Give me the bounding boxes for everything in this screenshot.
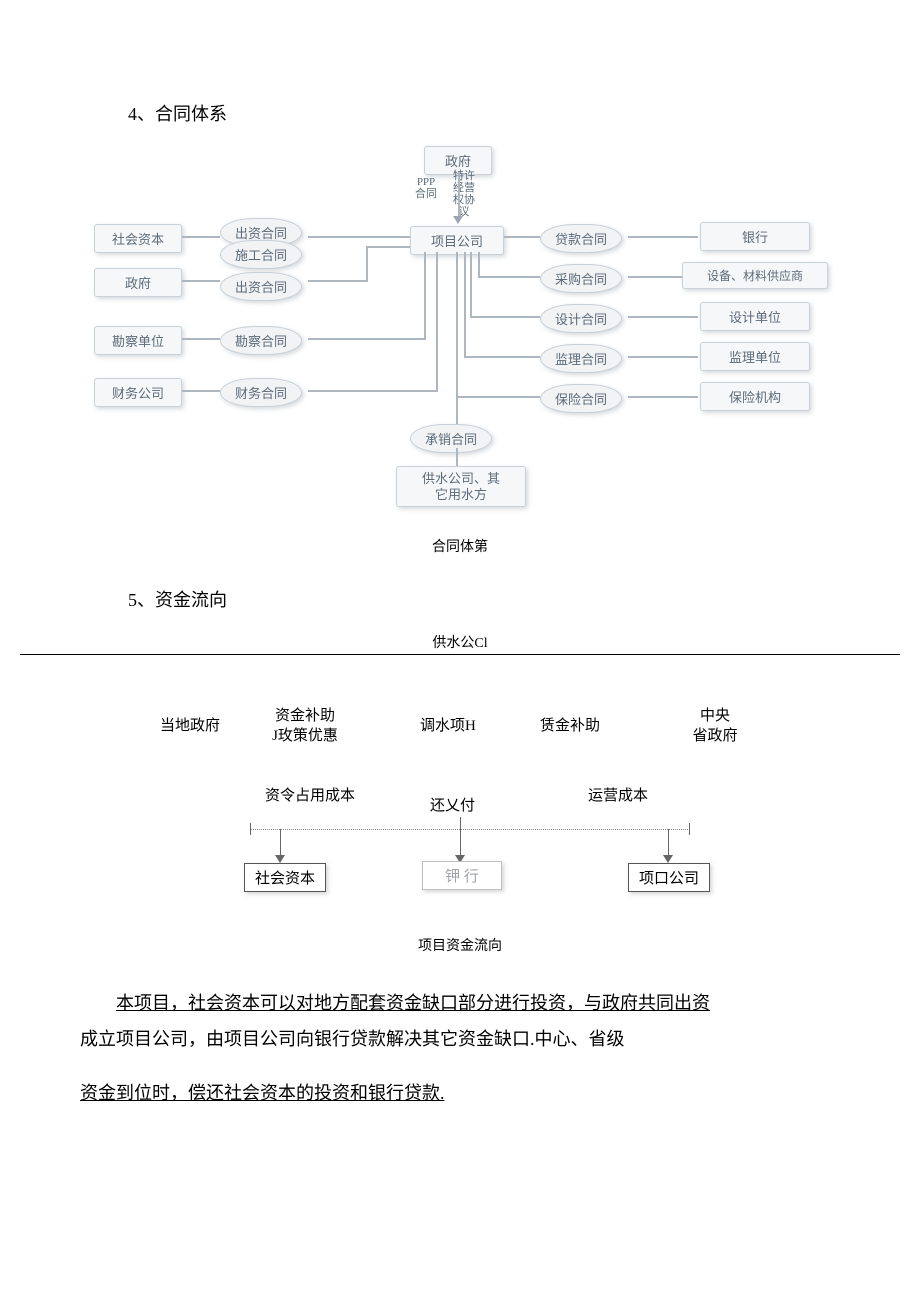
contract-design: 设计合同: [540, 304, 622, 333]
node-finance-co: 财务公司: [94, 378, 182, 407]
node-supervise: 监理单位: [700, 342, 810, 371]
contract-survey: 勘察合同: [220, 326, 302, 355]
node-design: 设计单位: [700, 302, 810, 331]
paragraph-1: 本项目，社会资本可以对地方配套资金缺口部分进行投资，与政府共同出资 成立项目公司…: [20, 985, 900, 1057]
node-insurer: 保险机构: [700, 382, 810, 411]
fund-box-social: 社会资本: [244, 863, 326, 892]
fund-cost1: 资令占用成本: [265, 787, 355, 807]
fund-cost2: 运营成本: [588, 787, 648, 807]
contract-caption: 合同体第: [20, 536, 900, 556]
fund-box-proj-co: 项口公司: [628, 863, 710, 892]
node-supplier: 设备、材料供应商: [682, 262, 828, 289]
contract-supervise: 监理合同: [540, 344, 622, 373]
contract-finance: 财务合同: [220, 378, 302, 407]
fund-local-gov: 当地政府: [160, 717, 220, 737]
paragraph-2: 资金到位时，偿还社会资本的投资和银行贷款.: [20, 1075, 900, 1111]
contract-system-diagram: 政府 PPP合同 特许经营权协议 项目公司 社会资本 政府 勘察单位 财务公司 …: [80, 146, 840, 516]
fund-dotted-line: [250, 829, 690, 830]
node-bank: 银行: [700, 222, 810, 251]
section-5-title: 5、资金流向: [20, 586, 900, 612]
node-survey-unit: 勘察单位: [94, 326, 182, 355]
node-project-company: 项目公司: [410, 226, 504, 255]
fund-flow-diagram: 当地政府 资金补助J玫策优惠 调水项H 赁金补助 中央省政府 资令占用成本 还乂…: [120, 695, 800, 925]
label-ppp-left: PPP合同: [410, 176, 442, 200]
fund-top-rule: [20, 654, 900, 655]
label-ppp-right: 特许经营权协议: [448, 170, 480, 218]
fund-caption: 项目资金流向: [20, 935, 900, 955]
fund-box-bank: 钾 行: [422, 861, 502, 890]
node-water-company: 供水公司、其它用水方: [396, 466, 526, 507]
section-4-title: 4、合同体系: [20, 100, 900, 126]
node-gov-left: 政府: [94, 268, 182, 297]
fund-subsidy-left: 资金补助J玫策优惠: [250, 707, 360, 746]
contract-loan: 贷款合同: [540, 224, 622, 253]
node-social-capital: 社会资本: [94, 224, 182, 253]
contract-sales: 承销合同: [410, 424, 492, 453]
contract-insure: 保险合同: [540, 384, 622, 413]
fund-project-h: 调水项H: [420, 717, 476, 737]
fund-repay: 还乂付: [430, 797, 475, 817]
contract-construct: 施工合同: [220, 240, 302, 269]
contract-invest-2: 出资合同: [220, 272, 302, 301]
contract-procure: 采购合同: [540, 264, 622, 293]
fund-subsidy-right: 赁金补助: [540, 717, 600, 737]
fund-central-gov: 中央省政府: [680, 707, 750, 746]
fund-top-label: 供水公Cl: [20, 632, 900, 654]
